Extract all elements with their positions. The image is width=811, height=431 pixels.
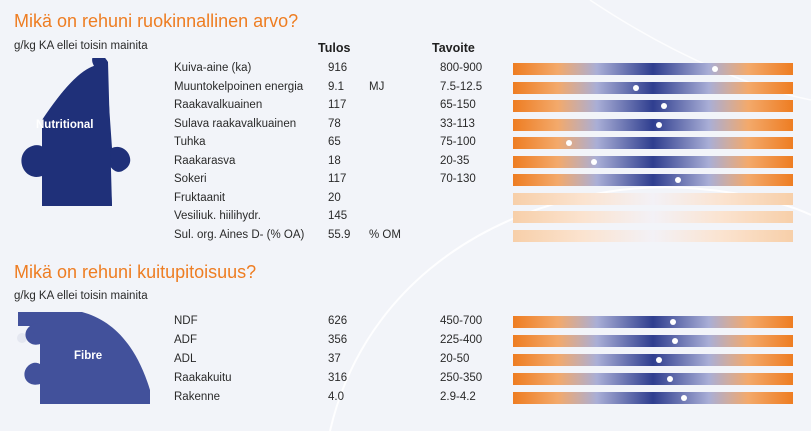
result-marker [661,103,668,109]
result-marker [672,338,679,344]
row-target-range: 225-400 [440,334,483,346]
column-header-result: Tulos [318,41,351,55]
range-bar [513,155,793,168]
range-bar [513,229,793,242]
row-target-range: 2.9-4.2 [440,391,476,403]
fibre-subtitle: g/kg KA ellei toisin mainita [14,290,148,302]
result-marker [666,376,673,382]
row-result-value: 117 [328,173,347,185]
fibre-section-title: Mikä on rehuni kuitupitoisuus? [14,262,257,282]
row-result-value: 145 [328,210,348,222]
range-bar [513,118,793,131]
row-label: Fruktaanit [174,191,226,204]
result-marker [711,66,718,72]
row-result-value: 37 [328,353,341,365]
row-label: Raakakuitu [174,372,232,384]
row-label: Rakenne [174,391,221,403]
nutritional-section-title: Mikä on rehuni ruokinnallinen arvo? [14,11,299,31]
result-marker [680,395,687,401]
row-target-range: 7.5-12.5 [440,80,483,93]
range-bar [513,100,793,112]
row-label: Muuntokelpoinen energia [174,80,304,93]
row-result-value: 9.1 [328,80,344,93]
range-bar [513,354,793,366]
row-label: Raakavalkuainen [174,99,263,111]
row-result-value: 55.9 [328,228,351,241]
range-bar [513,81,793,94]
row-unit: MJ [369,80,385,93]
row-target-range: 450-700 [440,315,483,327]
fibre-puzzle-icon [18,312,150,404]
nutritional-subtitle: g/kg KA ellei toisin mainita [14,40,148,52]
row-target-range: 70-130 [440,173,476,185]
row-label: Sul. org. Aines D- (% OA) [174,228,305,241]
row-label: Sokeri [174,173,207,185]
row-result-value: 916 [328,62,348,74]
row-label: Kuiva-aine (ka) [174,62,252,74]
row-result-value: 78 [328,117,341,130]
row-target-range: 20-50 [440,353,470,365]
result-marker [591,158,598,165]
row-target-range: 800-900 [440,62,483,74]
range-bar [513,137,793,149]
row-result-value: 626 [328,315,348,327]
row-result-value: 4.0 [328,391,344,403]
row-target-range: 75-100 [440,136,476,148]
row-result-value: 356 [328,334,348,346]
row-target-range: 65-150 [440,99,476,111]
result-marker [566,140,572,146]
row-label: ADF [174,334,197,346]
row-target-range: 20-35 [440,154,470,167]
row-unit: % OM [369,228,401,241]
row-result-value: 117 [328,99,347,111]
range-bar [513,211,793,223]
nutritional-puzzle-icon [21,58,131,206]
result-marker [655,121,662,128]
row-result-value: 18 [328,154,341,167]
row-target-range: 250-350 [440,372,483,384]
row-label: Raakarasva [174,154,236,167]
range-bar [513,192,793,205]
row-label: Tuhka [174,136,206,148]
result-marker [675,177,682,183]
row-result-value: 65 [328,136,341,148]
range-bar [513,392,793,404]
range-bar [513,63,793,75]
row-label: NDF [174,315,198,327]
fibre-badge-label: Fibre [74,350,103,362]
row-label: ADL [174,353,197,365]
nutritional-badge-label: Nutritional [36,119,94,131]
result-marker [633,84,640,91]
range-bar [513,373,793,385]
result-marker [669,319,676,325]
range-bar [513,335,793,347]
range-bar [513,316,793,328]
row-label: Vesiliuk. hiilihydr. [174,210,261,222]
result-marker [655,357,662,363]
row-result-value: 20 [328,191,341,204]
range-bar [513,174,793,186]
row-label: Sulava raakavalkuainen [174,117,297,130]
row-target-range: 33-113 [440,117,475,130]
row-result-value: 316 [328,372,348,384]
column-header-target: Tavoite [432,41,475,55]
